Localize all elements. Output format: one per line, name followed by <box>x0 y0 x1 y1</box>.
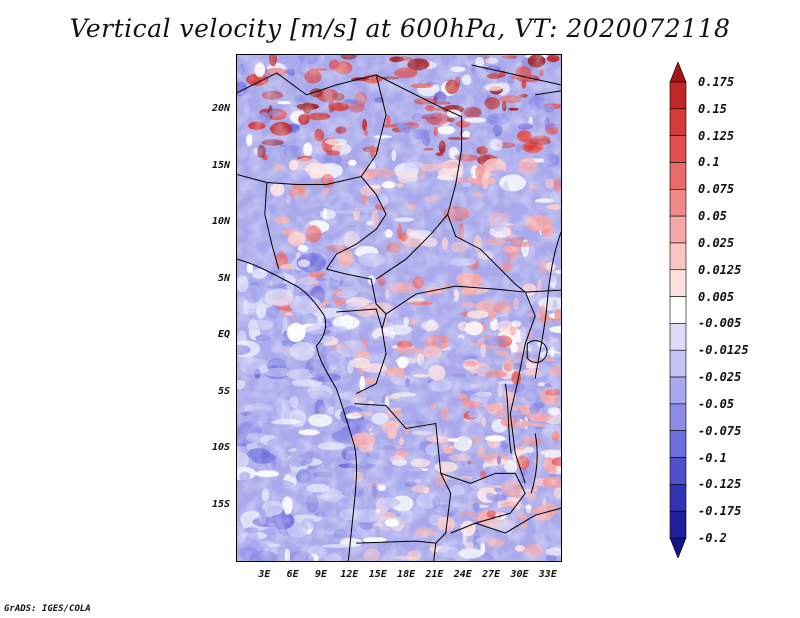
colorbar-label: -0.0125 <box>698 343 749 358</box>
colorbar-swatch <box>669 430 687 458</box>
lat-tick-label: 15S <box>211 498 230 510</box>
lon-tick-label: 18E <box>397 569 416 580</box>
colorbar-swatch <box>669 484 687 512</box>
lake-tanganyika <box>504 383 512 454</box>
colorbar-swatch <box>669 403 687 432</box>
border-car <box>375 214 449 280</box>
coastline-west-africa <box>237 258 358 561</box>
colorbar-swatch <box>669 376 687 405</box>
colorbar-swatch <box>669 510 687 539</box>
lat-tick-label: 20N <box>211 103 230 115</box>
colorbar-label: -0.175 <box>698 504 742 519</box>
border-sahara-2 <box>360 74 387 177</box>
credit-text: GrADS: IGES/COLA <box>4 604 91 614</box>
field-texture <box>237 55 561 561</box>
colorbar-label: 0.175 <box>698 75 735 89</box>
colorbar-label: 0.1 <box>698 155 720 170</box>
coastline-east-africa <box>534 232 561 379</box>
colorbar-swatch <box>669 269 687 297</box>
border-chad-sudan <box>447 149 561 293</box>
colorbar-swatch <box>669 81 687 110</box>
lon-tick-label: 12E <box>340 569 359 580</box>
colorbar-swatch <box>669 135 687 163</box>
lon-tick-label: 27E <box>482 569 501 580</box>
border-sahel <box>237 174 387 270</box>
lat-tick-label: 5S <box>217 385 230 397</box>
border-drc-east <box>509 291 536 484</box>
lon-tick-label: 30E <box>510 569 529 580</box>
colorbar-label: -0.05 <box>698 396 735 411</box>
colorbar-label: 0.125 <box>698 128 735 143</box>
lon-tick-label: 6E <box>286 569 299 580</box>
lon-tick-label: 9E <box>315 569 328 580</box>
border-zambia <box>440 472 526 534</box>
border-cameroon <box>326 268 387 330</box>
colorbar-swatch <box>669 457 687 485</box>
colorbar-label: -0.2 <box>698 531 727 545</box>
colorbar-label: -0.075 <box>698 423 742 438</box>
lon-tick-label: 21E <box>425 569 444 580</box>
colorbar-label: 0.005 <box>698 289 735 304</box>
lat-tick-label: EQ <box>217 329 230 341</box>
colorbar-label: 0.0125 <box>698 262 742 277</box>
lake-victoria <box>526 340 548 364</box>
lon-tick-label: 3E <box>258 569 271 580</box>
border-car-south <box>385 285 526 315</box>
border-horn <box>471 64 561 96</box>
colorbar-label: -0.005 <box>698 316 742 331</box>
lon-tick-label: 15E <box>368 569 387 580</box>
lat-tick-label: 15N <box>211 159 230 171</box>
map-panel <box>236 54 562 562</box>
lake-malawi <box>530 433 538 494</box>
colorbar-swatch <box>669 349 687 378</box>
lat-tick-label: 10S <box>211 442 230 454</box>
lat-tick-label: 5N <box>217 272 230 284</box>
colorbar-swatch <box>669 242 687 271</box>
lat-tick-label: 10N <box>211 216 230 228</box>
colorbar-label: 0.15 <box>698 101 727 116</box>
colorbar-swatch <box>669 296 687 324</box>
border-angola <box>354 403 452 544</box>
colorbar-label: 0.075 <box>698 182 735 197</box>
colorbar-swatch <box>669 62 687 83</box>
colorbar-label: 0.05 <box>698 209 727 224</box>
colorbar-swatch <box>669 537 687 558</box>
colorbar <box>669 62 687 558</box>
colorbar-swatch <box>669 323 687 351</box>
colorbar-swatch <box>669 188 687 217</box>
lon-tick-label: 24E <box>453 569 472 580</box>
border-nigeria <box>264 182 280 270</box>
colorbar-swatch <box>669 162 687 190</box>
colorbar-swatch <box>669 108 687 136</box>
chart-title: Vertical velocity [m/s] at 600hPa, VT: 2… <box>69 14 731 43</box>
border-south <box>433 507 561 561</box>
colorbar-label: -0.1 <box>698 450 727 465</box>
country-borders <box>237 64 561 561</box>
colorbar-label: -0.125 <box>698 477 742 492</box>
colorbar-label: 0.025 <box>698 235 735 250</box>
colorbar-label: -0.025 <box>698 370 742 385</box>
lon-tick-label: 33E <box>538 569 557 580</box>
border-congo <box>336 308 387 395</box>
vertical-velocity-field <box>237 55 561 561</box>
colorbar-swatch <box>669 215 687 244</box>
